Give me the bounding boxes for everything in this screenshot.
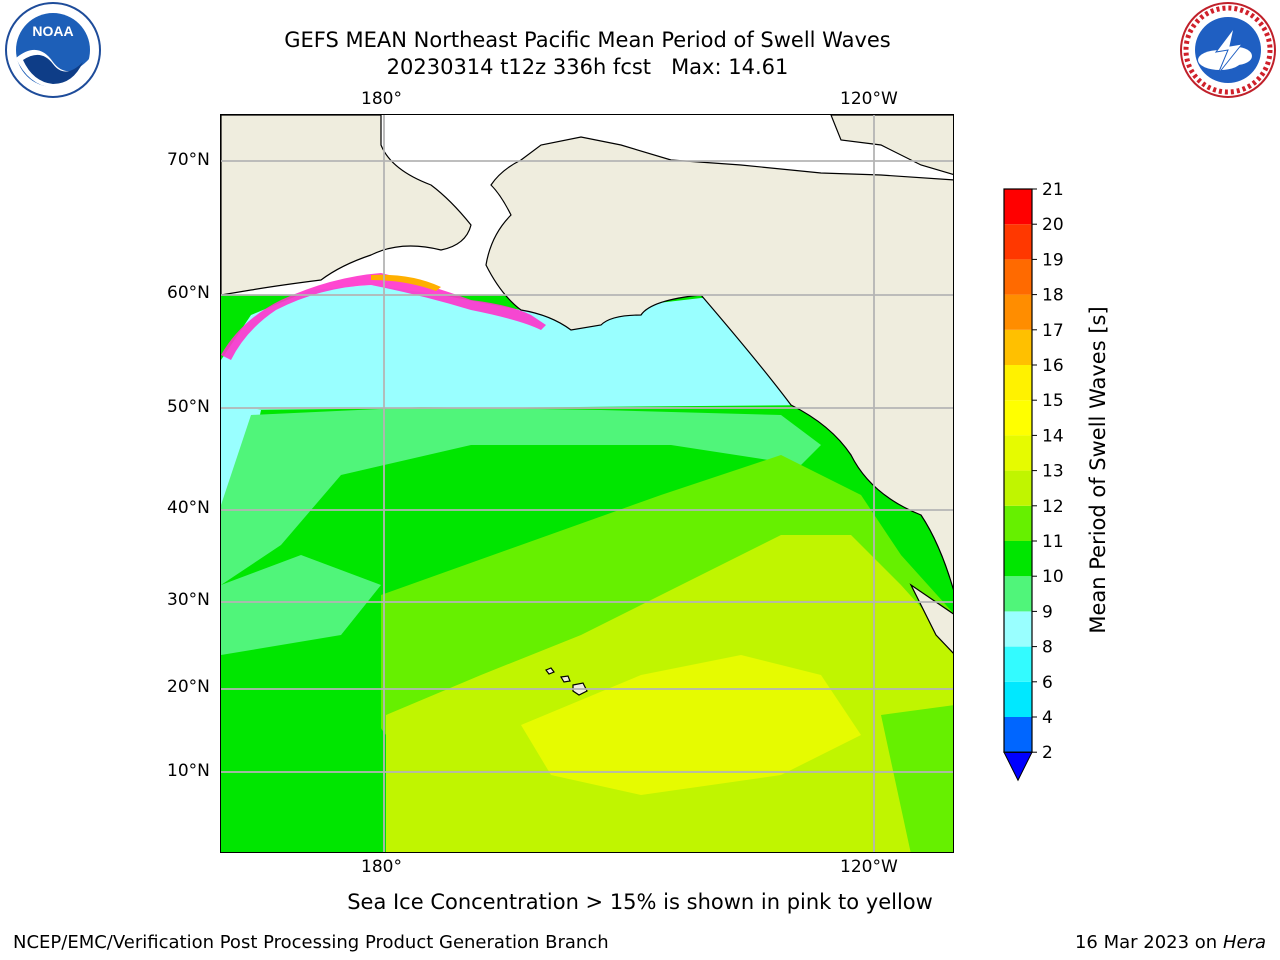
colorbar-segment <box>1004 365 1032 401</box>
chart-subtitle: 20230314 t12z 336h fcst Max: 14.61 <box>386 55 789 79</box>
lon-tick-bottom-180: 180° <box>361 857 402 877</box>
colorbar-tick-label: 6 <box>1042 673 1053 693</box>
colorbar-tick-label: 4 <box>1042 708 1053 728</box>
colorbar-tick-label: 13 <box>1042 462 1064 482</box>
lon-tick-top-120w: 120°W <box>840 89 898 109</box>
colorbar-tick-label: 9 <box>1042 602 1053 622</box>
colorbar-segment <box>1004 505 1032 541</box>
colorbar-tick-label: 16 <box>1042 356 1064 376</box>
footer-date: 16 Mar 2023 on Hera <box>1075 932 1266 953</box>
svg-text:NOAA: NOAA <box>32 23 73 39</box>
lat-tick-30n: 30°N <box>167 590 210 610</box>
colorbar-tick-label: 18 <box>1042 286 1064 306</box>
colorbar-tick-label: 21 <box>1042 180 1064 200</box>
nws-logo <box>1180 2 1276 98</box>
sea-ice-note: Sea Ice Concentration > 15% is shown in … <box>347 890 933 914</box>
colorbar-tick-label: 2 <box>1042 743 1053 763</box>
lat-tick-10n: 10°N <box>167 761 210 781</box>
colorbar-tick-label: 8 <box>1042 638 1053 658</box>
lat-tick-70n: 70°N <box>167 150 210 170</box>
colorbar-tick-label: 19 <box>1042 250 1064 270</box>
footer-date-text: 16 Mar 2023 on <box>1074 932 1218 953</box>
lat-tick-60n: 60°N <box>167 283 210 303</box>
colorbar-tick-label: 17 <box>1042 321 1064 341</box>
footer-credit: NCEP/EMC/Verification Post Processing Pr… <box>13 932 609 953</box>
lat-tick-40n: 40°N <box>167 498 210 518</box>
colorbar-segment <box>1004 294 1032 330</box>
lat-tick-50n: 50°N <box>167 397 210 417</box>
colorbar-segment <box>1004 224 1032 260</box>
colorbar-segment <box>1004 646 1032 682</box>
colorbar-segment <box>1004 541 1032 577</box>
noaa-logo: NOAA <box>5 2 101 98</box>
lon-tick-bottom-120w: 120°W <box>840 857 898 877</box>
gridlines <box>221 115 953 852</box>
land <box>221 115 953 696</box>
colorbar-segment <box>1004 470 1032 506</box>
colorbar-segment <box>1004 329 1032 365</box>
colorbar-tick-label: 10 <box>1042 567 1064 587</box>
map-area <box>220 114 954 853</box>
colorbar-segment <box>1004 400 1032 436</box>
colorbar-tick-label: 15 <box>1042 391 1064 411</box>
colorbar-segment <box>1004 611 1032 647</box>
colorbar-segment <box>1004 681 1032 717</box>
colorbar-segment <box>1004 717 1032 753</box>
colorbar: 21 20 19 18 17 16 15 14 13 12 11 10 9 8 6 4 2 <box>1003 180 1064 782</box>
lat-tick-20n: 20°N <box>167 677 210 697</box>
colorbar-tick-label: 14 <box>1042 426 1064 446</box>
colorbar-label: Mean Period of Swell Waves [s] <box>1086 306 1110 634</box>
footer-machine: Hera <box>1222 932 1266 953</box>
colorbar-tick-label: 20 <box>1042 215 1064 235</box>
colorbar-tick-label: 11 <box>1042 532 1064 552</box>
chart-title: GEFS MEAN Northeast Pacific Mean Period … <box>284 28 891 52</box>
colorbar-segment <box>1004 576 1032 612</box>
colorbar-segment <box>1004 435 1032 471</box>
colorbar-segment <box>1004 189 1032 225</box>
colorbar-extend-min <box>1003 751 1033 782</box>
lon-tick-top-180: 180° <box>361 89 402 109</box>
colorbar-segment <box>1004 259 1032 295</box>
swell-field <box>221 273 953 852</box>
colorbar-tick-label: 12 <box>1042 497 1064 517</box>
